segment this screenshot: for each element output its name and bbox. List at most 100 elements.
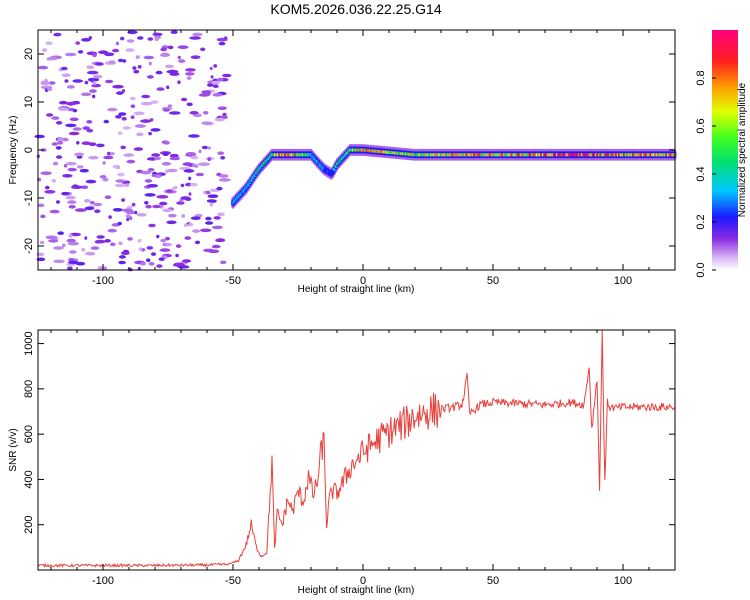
- noise-speck: [121, 198, 126, 202]
- noise-speck: [93, 202, 103, 207]
- noise-speck: [162, 242, 167, 247]
- noise-speck: [147, 37, 154, 41]
- noise-speck: [45, 41, 53, 45]
- x-tick-label: 0: [360, 275, 366, 287]
- noise-speck: [192, 229, 201, 233]
- colorbar-ticks: 0.0 0.2 0.4 0.6 0.8: [695, 70, 716, 278]
- noise-speck: [136, 213, 147, 217]
- noise-speck: [121, 117, 127, 121]
- noise-speck: [190, 155, 199, 160]
- noise-speck: [53, 32, 62, 37]
- noise-speck: [189, 36, 201, 40]
- noise-speck: [126, 217, 130, 222]
- noise-speck: [60, 66, 68, 71]
- noise-speck: [129, 216, 133, 220]
- noise-speck: [69, 117, 79, 122]
- noise-speck: [92, 94, 96, 99]
- noise-speck: [45, 185, 50, 190]
- noise-speck: [58, 107, 70, 111]
- noise-speck: [183, 223, 188, 227]
- snr-series-line: [37, 329, 676, 569]
- noise-speck: [75, 41, 81, 45]
- noise-speck: [188, 192, 192, 196]
- noise-speck: [74, 208, 87, 212]
- noise-speck: [216, 77, 224, 82]
- noise-speck: [53, 246, 64, 250]
- y-tick-label: 800: [23, 380, 35, 398]
- noise-speck: [166, 85, 170, 90]
- noise-speck: [201, 145, 208, 150]
- noise-speck: [107, 151, 111, 156]
- colorbar-tick-label: 0.6: [695, 118, 707, 133]
- noise-speck: [117, 221, 122, 226]
- noise-speck: [175, 244, 182, 248]
- noise-speck: [34, 134, 45, 139]
- noise-speck: [120, 36, 125, 41]
- noise-speck: [195, 172, 204, 177]
- noise-speck: [112, 84, 124, 89]
- noise-speck: [137, 239, 142, 243]
- noise-speck: [126, 205, 133, 210]
- noise-speck: [211, 80, 221, 85]
- noise-speck: [208, 249, 220, 254]
- noise-speck: [130, 115, 135, 119]
- snr-x-ticks: -100 -50 0 50 100: [50, 330, 676, 587]
- noise-speck: [140, 101, 153, 106]
- noise-speck: [137, 36, 144, 40]
- noise-speck: [212, 84, 219, 88]
- noise-speck: [140, 261, 146, 266]
- noise-speck: [148, 131, 153, 136]
- noise-speck: [36, 257, 46, 262]
- noise-speck: [120, 251, 130, 255]
- noise-speck: [190, 55, 201, 59]
- noise-speck: [77, 50, 84, 54]
- noise-speck: [166, 220, 177, 225]
- noise-speck: [167, 104, 172, 108]
- noise-speck: [95, 239, 106, 244]
- noise-speck: [112, 208, 123, 212]
- noise-speck: [136, 132, 144, 137]
- noise-speck: [189, 182, 198, 187]
- noise-speck: [125, 48, 135, 52]
- noise-speck: [67, 200, 77, 204]
- noise-speck: [48, 239, 59, 243]
- noise-speck: [65, 123, 77, 128]
- noise-speck: [117, 58, 124, 63]
- noise-speck: [218, 41, 226, 46]
- noise-speck: [89, 200, 95, 205]
- noise-speck: [218, 174, 229, 178]
- noise-speck: [177, 45, 189, 49]
- noise-speck: [183, 169, 195, 173]
- noise-speck: [201, 90, 212, 94]
- noise-speck: [152, 32, 163, 37]
- noise-speck: [140, 119, 152, 123]
- noise-speck: [108, 215, 112, 219]
- noise-speck: [102, 177, 109, 182]
- noise-speck: [61, 243, 66, 248]
- noise-speck: [220, 156, 226, 160]
- noise-speck: [115, 115, 122, 119]
- spectrogram-x-ticks: -100 -50 0 50 100: [50, 30, 676, 287]
- spectrogram-noise-speckle: [34, 30, 232, 272]
- noise-speck: [186, 102, 193, 107]
- noise-speck: [171, 186, 175, 191]
- noise-speck: [144, 193, 156, 197]
- noise-speck: [167, 45, 174, 50]
- noise-speck: [190, 216, 201, 220]
- noise-speck: [110, 242, 116, 247]
- noise-speck: [137, 65, 142, 69]
- noise-speck: [66, 85, 75, 89]
- snr-panel: -100 -50 0 50 100 200 400 600 800 1000 Height of…: [8, 329, 676, 596]
- noise-speck: [159, 248, 171, 252]
- noise-speck: [178, 59, 186, 63]
- noise-speck: [198, 149, 202, 154]
- noise-speck: [159, 201, 168, 206]
- noise-speck: [63, 164, 68, 168]
- noise-speck: [45, 235, 58, 240]
- noise-speck: [133, 69, 140, 74]
- x-tick-label: -50: [225, 275, 241, 287]
- noise-speck: [222, 112, 227, 117]
- spectrogram-y-axis-label: Frequency (Hz): [8, 116, 19, 185]
- noise-speck: [177, 265, 190, 269]
- noise-speck: [114, 183, 126, 188]
